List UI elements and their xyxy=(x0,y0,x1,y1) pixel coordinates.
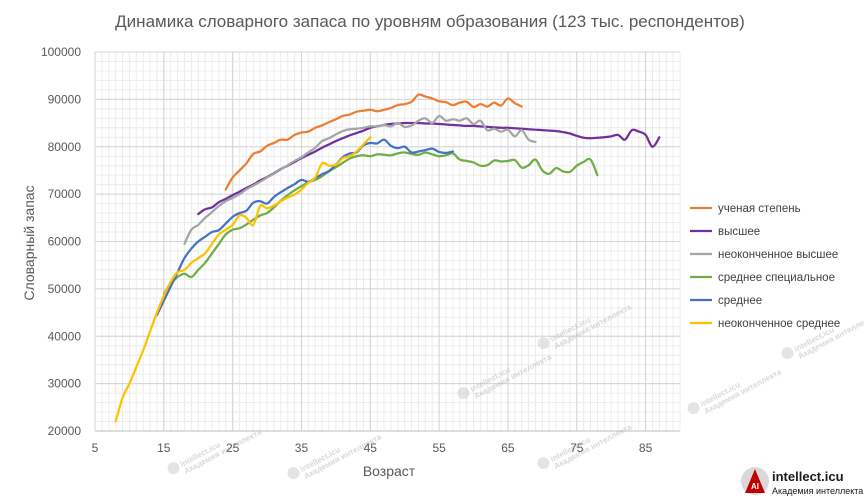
x-tick-label: 25 xyxy=(226,441,240,455)
y-tick-label: 70000 xyxy=(48,187,82,201)
y-tick-label: 30000 xyxy=(48,377,82,391)
watermark-logo-icon xyxy=(781,347,794,360)
logo-subtitle: Академия интеллекта xyxy=(772,486,863,496)
legend: ученая степень высшее неоконченное высшее с… xyxy=(690,203,840,330)
series-line-1 xyxy=(224,93,523,191)
y-tick-label: 40000 xyxy=(48,329,82,343)
watermark-logo-icon xyxy=(537,457,550,470)
watermark-logo-icon xyxy=(537,337,550,350)
site-logo[interactable]: AI intellect.icu Академия интеллекта xyxy=(741,467,863,496)
x-tick-label: 35 xyxy=(295,441,309,455)
series-line-5 xyxy=(155,138,455,317)
x-axis-title: Возраст xyxy=(363,463,416,479)
y-tick-label: 20000 xyxy=(48,424,82,438)
x-tick-label: 85 xyxy=(639,441,653,455)
legend-label: неоконченное среднее xyxy=(718,318,840,330)
legend-label: среднее специальное xyxy=(718,272,835,284)
logo-name: intellect.icu xyxy=(772,469,844,484)
y-tick-label: 60000 xyxy=(48,235,82,249)
watermark-logo-icon xyxy=(457,387,470,400)
y-tick-label: 90000 xyxy=(48,92,82,106)
x-tick-label: 45 xyxy=(364,441,378,455)
x-axis-ticks: 5 15 25 35 45 55 65 75 85 xyxy=(92,441,653,455)
x-tick-label: 5 xyxy=(92,441,99,455)
grid xyxy=(94,51,681,432)
x-tick-label: 55 xyxy=(432,441,446,455)
series-line-4 xyxy=(162,151,599,295)
series-line-3 xyxy=(183,114,537,245)
x-tick-label: 15 xyxy=(157,441,171,455)
watermark-logo-icon xyxy=(167,462,180,475)
legend-label: высшее xyxy=(718,226,760,238)
watermark-logo-icon xyxy=(287,467,300,480)
series-line-6 xyxy=(114,136,372,423)
chart-title: Динамика словарного запаса по уровням об… xyxy=(115,12,745,31)
series-layer xyxy=(114,93,661,423)
legend-label: ученая степень xyxy=(718,203,801,215)
y-tick-label: 100000 xyxy=(41,45,81,59)
y-axis-title: Словарный запас xyxy=(21,185,37,300)
y-tick-label: 80000 xyxy=(48,140,82,154)
legend-label: неоконченное высшее xyxy=(718,249,838,261)
x-tick-label: 75 xyxy=(570,441,584,455)
watermark-logo-icon xyxy=(687,402,700,415)
y-axis-ticks: 20000 30000 40000 50000 60000 70000 80000 90000… xyxy=(41,45,81,438)
y-tick-label: 50000 xyxy=(48,282,82,296)
logo-triangle-icon xyxy=(745,469,765,493)
legend-label: среднее xyxy=(718,295,762,307)
logo-icon-letters: AI xyxy=(751,482,759,491)
x-tick-label: 65 xyxy=(501,441,515,455)
